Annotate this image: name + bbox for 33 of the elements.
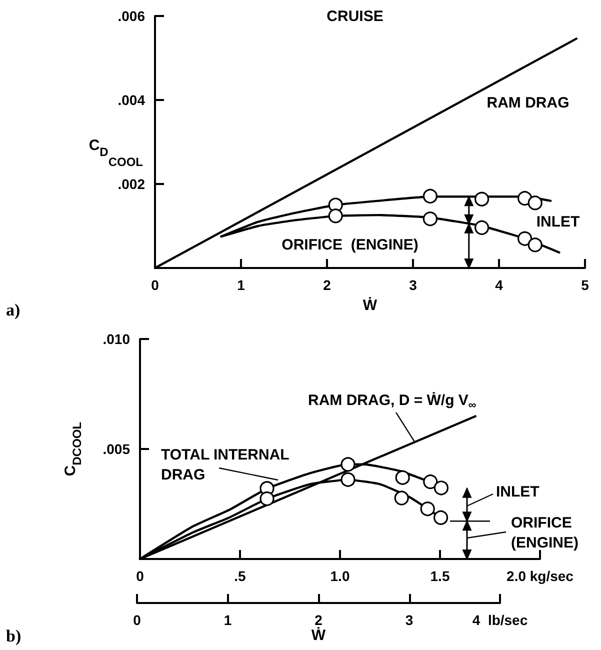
x-tick-label: 0 <box>136 568 144 584</box>
x2-tick-label: 2 <box>314 612 323 628</box>
annotation: INLET <box>536 214 580 230</box>
y-tick-label: .004 <box>118 92 146 108</box>
text: b) <box>6 626 22 646</box>
x-tick-label: 0 <box>151 277 160 293</box>
annotation: RAM DRAG, D = Ẇ/g V∞ <box>308 392 476 412</box>
x-tick-label: 1.0 <box>330 568 350 584</box>
x-axis-title: Ẇ <box>362 297 378 314</box>
annotation: RAM DRAG <box>486 94 570 112</box>
annotation: INLET <box>496 484 540 500</box>
annotation: TOTAL INTERNAL DRAG <box>161 446 290 484</box>
text: a) <box>6 300 20 320</box>
y-tick-label: .002 <box>118 176 146 192</box>
y-tick-label: .006 <box>118 8 146 24</box>
x2-tick-label: 3 <box>405 612 414 628</box>
chart-title: CRUISE <box>326 8 384 25</box>
x2-tick-label: 4 lb/sec <box>472 612 528 628</box>
annotation: ORIFICE (ENGINE) <box>511 514 579 552</box>
x-tick-label: 5 <box>581 277 590 293</box>
x-tick-label: 2.0 kg/sec <box>506 568 574 584</box>
y-tick-label: .005 <box>102 441 130 457</box>
x2-tick-label: 0 <box>133 612 142 628</box>
x-tick-label: .5 <box>234 568 246 584</box>
x-tick-label: 4 <box>495 277 504 293</box>
x-tick-label: 3 <box>409 277 418 293</box>
x-tick-label: 1 <box>237 277 246 293</box>
x2-tick-label: 1 <box>224 612 232 628</box>
x-tick-label: 2 <box>323 277 332 293</box>
annotation: ORIFICE (ENGINE) <box>282 236 418 254</box>
x-tick-label: 1.5 <box>430 568 450 584</box>
x-axis-title: Ẇ <box>311 626 326 644</box>
y-tick-label: .010 <box>102 331 130 347</box>
